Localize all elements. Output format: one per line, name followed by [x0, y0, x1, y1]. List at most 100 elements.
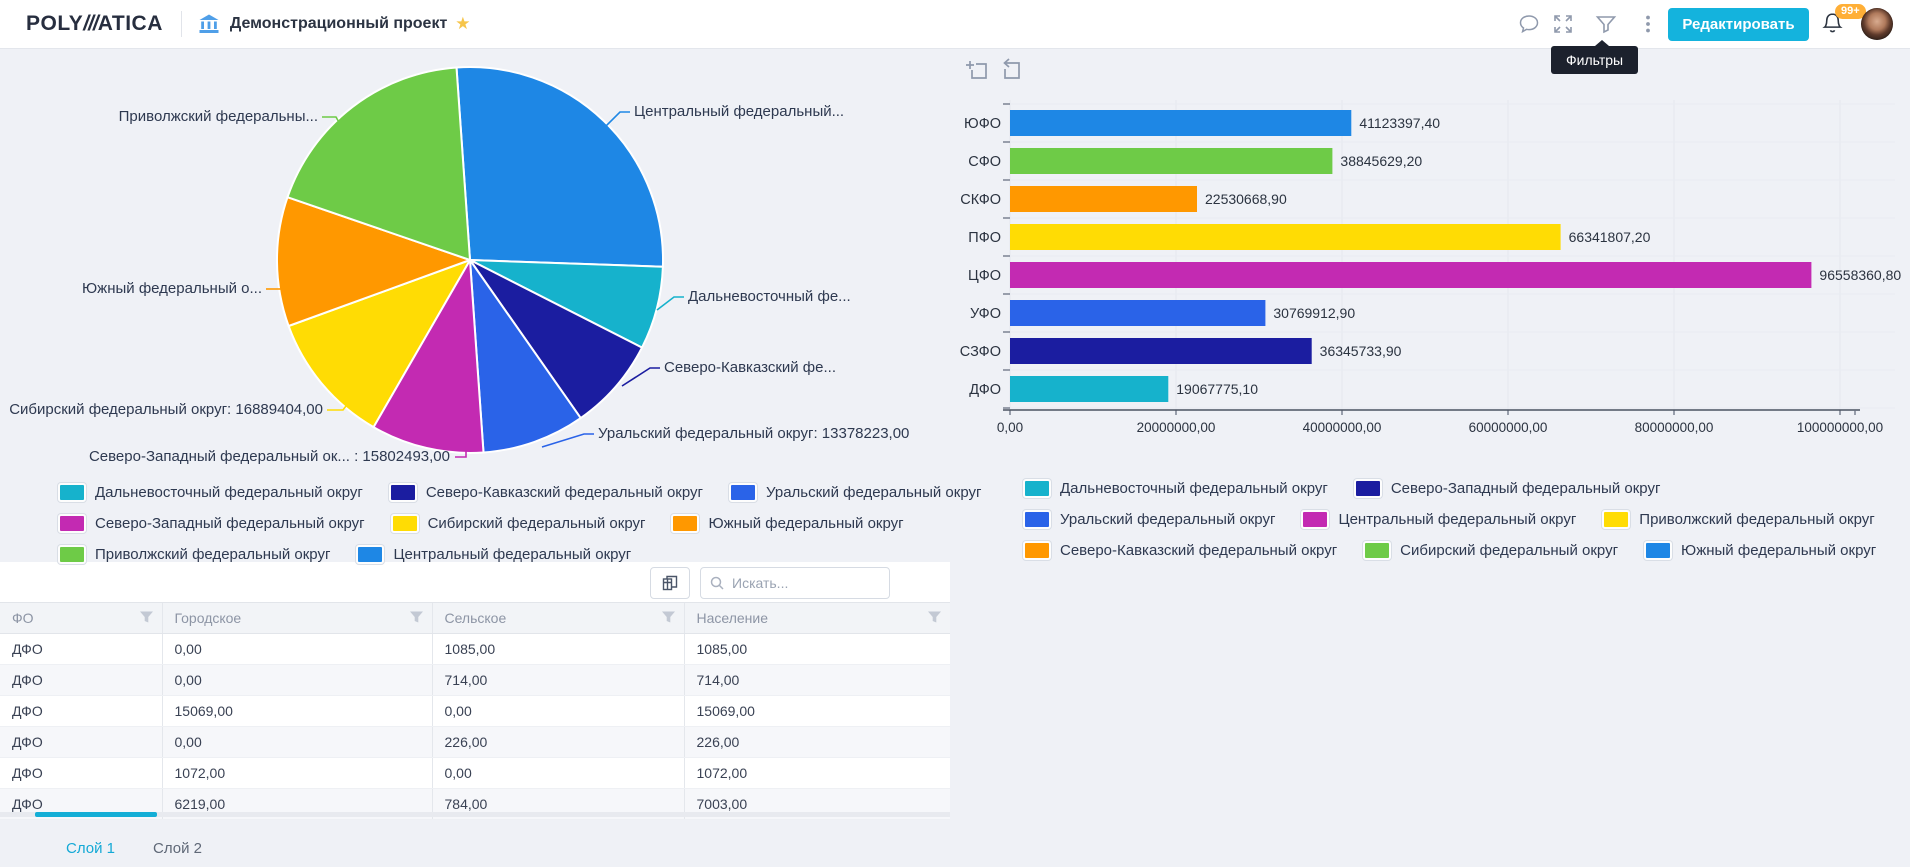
legend-item[interactable]: Сибирский федеральный округ: [1363, 541, 1618, 560]
pie-callout-line: [541, 433, 594, 448]
legend-item[interactable]: Приволжский федеральный округ: [58, 545, 330, 564]
bar-СЗФО[interactable]: [1010, 338, 1312, 364]
legend-item[interactable]: Уральский федеральный округ: [729, 483, 981, 502]
table-row[interactable]: ДФО 15069,00 0,00 15069,00: [0, 695, 950, 727]
legend-item[interactable]: Дальневосточный федеральный округ: [1023, 479, 1328, 498]
legend-label: Северо-Западный федеральный округ: [95, 515, 365, 532]
legend-label: Уральский федеральный округ: [1060, 511, 1276, 528]
bar-category-label: ПФО: [968, 230, 1001, 246]
bar-value-label: 30769912,90: [1273, 305, 1355, 321]
pie-callout-label: Сибирский федеральный округ: 16889404,00: [9, 401, 323, 418]
column-filter-icon[interactable]: [661, 610, 676, 625]
legend-label: Северо-Кавказский федеральный округ: [1060, 542, 1338, 559]
filter-icon[interactable]: [1595, 13, 1617, 35]
bar-УФО[interactable]: [1010, 300, 1266, 326]
table-cell: 15069,00: [161, 695, 432, 727]
pie-slice-7[interactable]: [286, 66, 471, 261]
column-filter-icon[interactable]: [409, 610, 424, 625]
bar-value-label: 41123397,40: [1359, 115, 1440, 131]
bar-category-label: УФО: [970, 306, 1001, 322]
column-filter-icon[interactable]: [927, 610, 942, 625]
notifications-badge[interactable]: 99+: [1835, 4, 1866, 19]
data-table: ФО Городское Сельское Население ДФО 0,00 1085…: [0, 602, 950, 820]
legend-item[interactable]: Уральский федеральный округ: [1023, 510, 1275, 529]
app-header: POLY///ATICA Демонстрационный проект ★ Р…: [0, 0, 1910, 49]
pie-slice-0[interactable]: [455, 66, 664, 268]
legend-swatch: [388, 483, 417, 502]
legend-swatch: [58, 514, 86, 533]
legend-swatch: [1301, 510, 1330, 529]
copy-table-icon[interactable]: [650, 567, 690, 599]
table-row[interactable]: ДФО 0,00 226,00 226,00: [0, 726, 950, 758]
undo-history-icon[interactable]: [998, 57, 1024, 83]
column-header-ФО[interactable]: ФО: [0, 602, 162, 634]
bar-category-label: ДФО: [969, 382, 1001, 398]
pie-slice-2[interactable]: [469, 259, 643, 420]
bar-x-tick: 80000000,00: [1635, 420, 1714, 435]
legend-item[interactable]: Южный федеральный округ: [1644, 541, 1876, 560]
logo: POLY///ATICA: [26, 12, 163, 35]
legend-label: Северо-Кавказский федеральный округ: [425, 484, 704, 501]
legend-swatch: [1602, 510, 1631, 529]
legend-swatch: [58, 483, 86, 502]
bar-ЦФО[interactable]: [1010, 262, 1812, 288]
scrollbar-thumb[interactable]: [35, 812, 157, 817]
bar-ПФО[interactable]: [1010, 224, 1561, 250]
column-header-Население[interactable]: Население: [683, 602, 950, 634]
avatar[interactable]: [1861, 8, 1893, 40]
pie-slice-4[interactable]: [372, 259, 485, 454]
layer-tabs: Слой 1 Слой 2: [66, 840, 202, 857]
search-box: [700, 567, 890, 599]
legend-swatch: [1023, 541, 1051, 560]
legend-swatch: [356, 545, 385, 564]
pie-callout-label: Приволжский федеральны...: [119, 108, 318, 125]
tab-layer-2[interactable]: Слой 2: [152, 840, 202, 857]
legend-item[interactable]: Северо-Западный федеральный округ: [1353, 479, 1660, 498]
bar-x-tick: 60000000,00: [1469, 420, 1548, 435]
bar-СФО[interactable]: [1010, 148, 1333, 174]
legend-item[interactable]: Приволжский федеральный округ: [1602, 510, 1875, 529]
search-input[interactable]: [730, 574, 874, 592]
column-header-Сельское[interactable]: Сельское: [431, 602, 684, 634]
table-row[interactable]: ДФО 1072,00 0,00 1072,00: [0, 757, 950, 789]
legend-item[interactable]: Центральный федеральный округ: [1301, 510, 1576, 529]
table-cell: 1085,00: [431, 633, 684, 665]
edit-button[interactable]: Редактировать: [1668, 8, 1809, 41]
table-cell: 226,00: [683, 726, 950, 758]
pie-slice-3[interactable]: [469, 259, 582, 454]
legend-swatch: [1644, 541, 1673, 560]
pie-callout-line: [322, 116, 351, 143]
add-selection-icon[interactable]: [964, 57, 990, 83]
favorite-star-icon[interactable]: ★: [455, 14, 471, 33]
legend-item[interactable]: Северо-Кавказский федеральный округ: [1023, 541, 1337, 560]
legend-swatch: [1023, 510, 1051, 529]
tab-layer-1[interactable]: Слой 1: [66, 840, 115, 857]
pie-slice-5[interactable]: [287, 259, 471, 429]
legend-label: Приволжский федеральный округ: [95, 546, 331, 563]
legend-swatch: [729, 483, 758, 502]
chat-icon[interactable]: [1518, 13, 1540, 35]
table-row[interactable]: ДФО 0,00 714,00 714,00: [0, 664, 950, 696]
fullscreen-icon[interactable]: [1552, 13, 1574, 35]
bar-ЮФО[interactable]: [1010, 110, 1352, 136]
column-header-Городское[interactable]: Городское: [161, 602, 432, 634]
table-cell: ДФО: [0, 664, 162, 696]
legend-item[interactable]: Центральный федеральный округ: [356, 545, 631, 564]
table-cell: 1085,00: [683, 633, 950, 665]
bar-x-tick: 0,00: [997, 420, 1023, 435]
legend-item[interactable]: Северо-Кавказский федеральный округ: [388, 483, 704, 502]
legend-item[interactable]: Дальневосточный федеральный округ: [58, 483, 363, 502]
pie-slice-6[interactable]: [275, 196, 471, 327]
table-cell: 1072,00: [161, 757, 432, 789]
legend-swatch: [1023, 479, 1051, 498]
pie-callout-line: [327, 389, 359, 411]
legend-item[interactable]: Сибирский федеральный округ: [390, 514, 645, 533]
legend-item[interactable]: Южный федеральный округ: [671, 514, 904, 533]
kebab-menu-icon[interactable]: [1637, 13, 1659, 35]
bar-ДФО[interactable]: [1010, 376, 1169, 402]
legend-item[interactable]: Северо-Западный федеральный округ: [58, 514, 365, 533]
bar-chart: 0,00 20000000,00 40000000,00 60000000,00 800…: [960, 100, 1901, 435]
column-filter-icon[interactable]: [139, 610, 154, 625]
table-row[interactable]: ДФО 0,00 1085,00 1085,00: [0, 633, 950, 665]
bar-СКФО[interactable]: [1010, 186, 1197, 212]
